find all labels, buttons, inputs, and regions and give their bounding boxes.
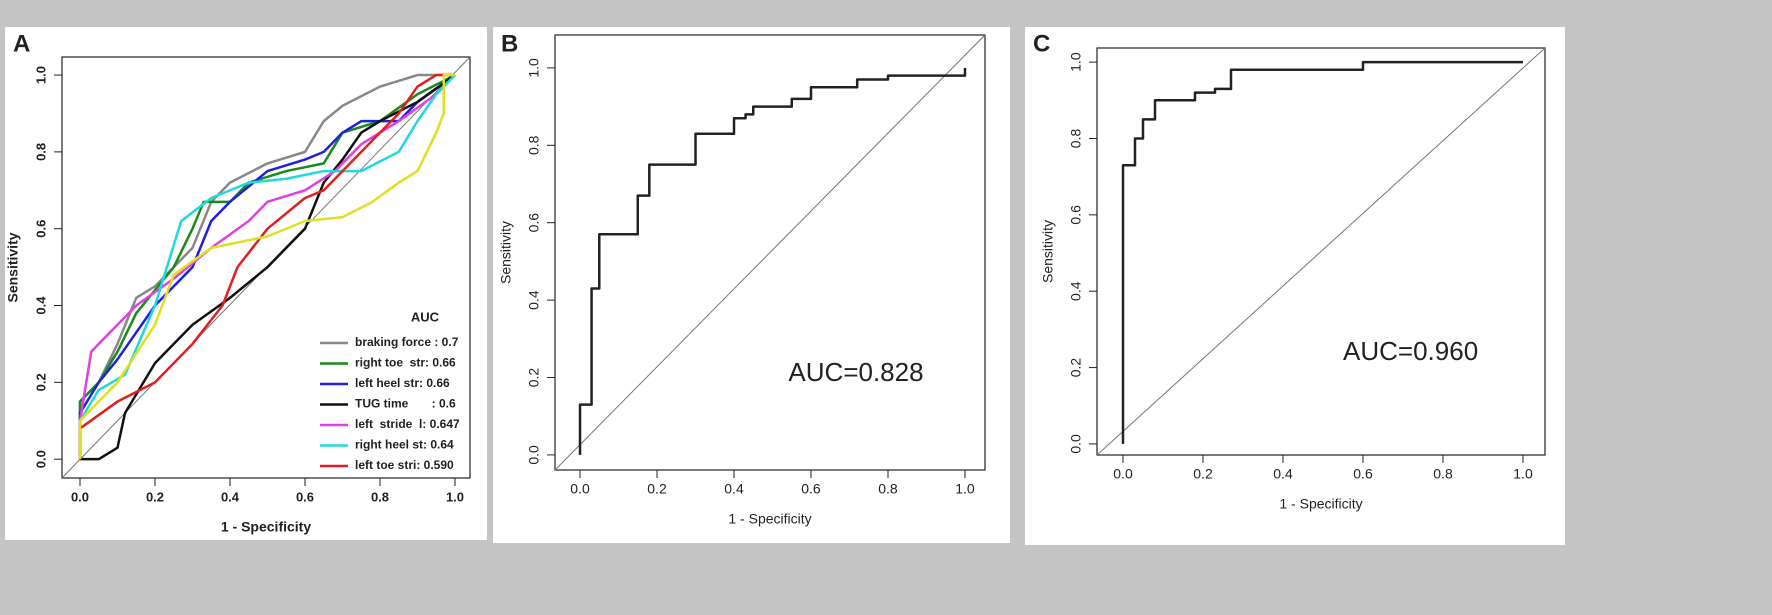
y-tick-label: 0.2 (33, 373, 48, 391)
annotation: AUC=0.828 (788, 357, 923, 387)
legend-label: TUG time : 0.6 (355, 397, 456, 411)
y-axis-label: Sensitivity (1040, 220, 1056, 283)
panel-label: A (13, 30, 30, 57)
panel-label: B (501, 30, 518, 57)
roc-curve (578, 67, 967, 455)
legend-title: AUC (411, 309, 440, 324)
plot-frame (554, 34, 986, 471)
x-tick-label: 0.6 (296, 489, 314, 504)
roc-curve (78, 73, 455, 460)
x-tick-label: 0.6 (801, 481, 821, 497)
x-axis-label: 1 - Specificity (221, 519, 311, 535)
x-tick-label: 0.8 (371, 489, 389, 504)
y-tick-label: 1.0 (526, 58, 542, 78)
x-tick-label: 0.4 (221, 489, 240, 504)
x-tick-label: 1.0 (955, 481, 975, 497)
y-tick-label: 0.6 (33, 220, 48, 238)
x-tick-label: 1.0 (446, 489, 464, 504)
y-tick-label: 1.0 (1068, 52, 1084, 72)
x-tick-label: 0.2 (1193, 466, 1213, 482)
y-tick-label: 0.4 (1068, 281, 1084, 301)
y-axis-label: Sensitivity (498, 221, 514, 284)
roc-curve (78, 73, 456, 460)
y-tick-label: 0.4 (526, 290, 542, 310)
roc-curve (80, 74, 456, 461)
y-tick-label: 0.4 (33, 296, 48, 315)
reference-line (554, 34, 986, 471)
panel (493, 27, 1010, 543)
legend-label: left stride l: 0.647 (355, 417, 460, 431)
x-tick-label: 0.2 (146, 489, 164, 504)
x-tick-label: 0.4 (1273, 466, 1293, 482)
y-tick-label: 0.8 (526, 135, 542, 155)
legend-label: right toe str: 0.66 (355, 356, 456, 370)
y-tick-label: 0.6 (526, 213, 542, 233)
x-tick-label: 0.0 (71, 489, 89, 504)
x-tick-label: 0.8 (878, 481, 898, 497)
y-tick-label: 0.6 (1068, 205, 1084, 225)
plot-frame (1096, 47, 1546, 456)
y-axis-label: Sensitivity (5, 232, 21, 302)
y-tick-label: 0.0 (33, 450, 48, 468)
y-tick-label: 0.8 (33, 143, 48, 161)
x-tick-label: 0.4 (724, 481, 744, 497)
legend-label: right heel st: 0.64 (355, 438, 454, 452)
x-tick-label: 0.0 (570, 481, 590, 497)
legend-label: left heel str: 0.66 (355, 376, 450, 390)
y-tick-label: 0.0 (526, 445, 542, 465)
roc-curve (78, 74, 456, 460)
x-tick-label: 0.2 (647, 481, 667, 497)
x-tick-label: 0.8 (1433, 466, 1453, 482)
plot-frame (61, 56, 471, 479)
panel (1025, 27, 1565, 545)
y-tick-label: 1.0 (33, 66, 48, 84)
roc-curve (78, 73, 455, 460)
roc-curve (78, 74, 456, 460)
x-tick-label: 1.0 (1513, 466, 1533, 482)
reference-line (1096, 47, 1546, 456)
y-tick-label: 0.0 (1068, 434, 1084, 454)
x-tick-label: 0.0 (1113, 466, 1133, 482)
x-axis-label: 1 - Specificity (1279, 496, 1362, 512)
legend-label: braking force : 0.7 (355, 335, 459, 349)
roc-curve (1121, 60, 1523, 444)
x-axis-label: 1 - Specificity (728, 511, 811, 527)
y-tick-label: 0.8 (1068, 129, 1084, 149)
y-tick-label: 0.2 (1068, 358, 1084, 378)
y-tick-label: 0.2 (526, 368, 542, 388)
panel-label: C (1033, 30, 1050, 57)
x-tick-label: 0.6 (1353, 466, 1373, 482)
roc-curve (78, 73, 455, 460)
annotation: AUC=0.960 (1343, 336, 1478, 366)
legend-label: left toe stri: 0.590 (355, 458, 454, 472)
